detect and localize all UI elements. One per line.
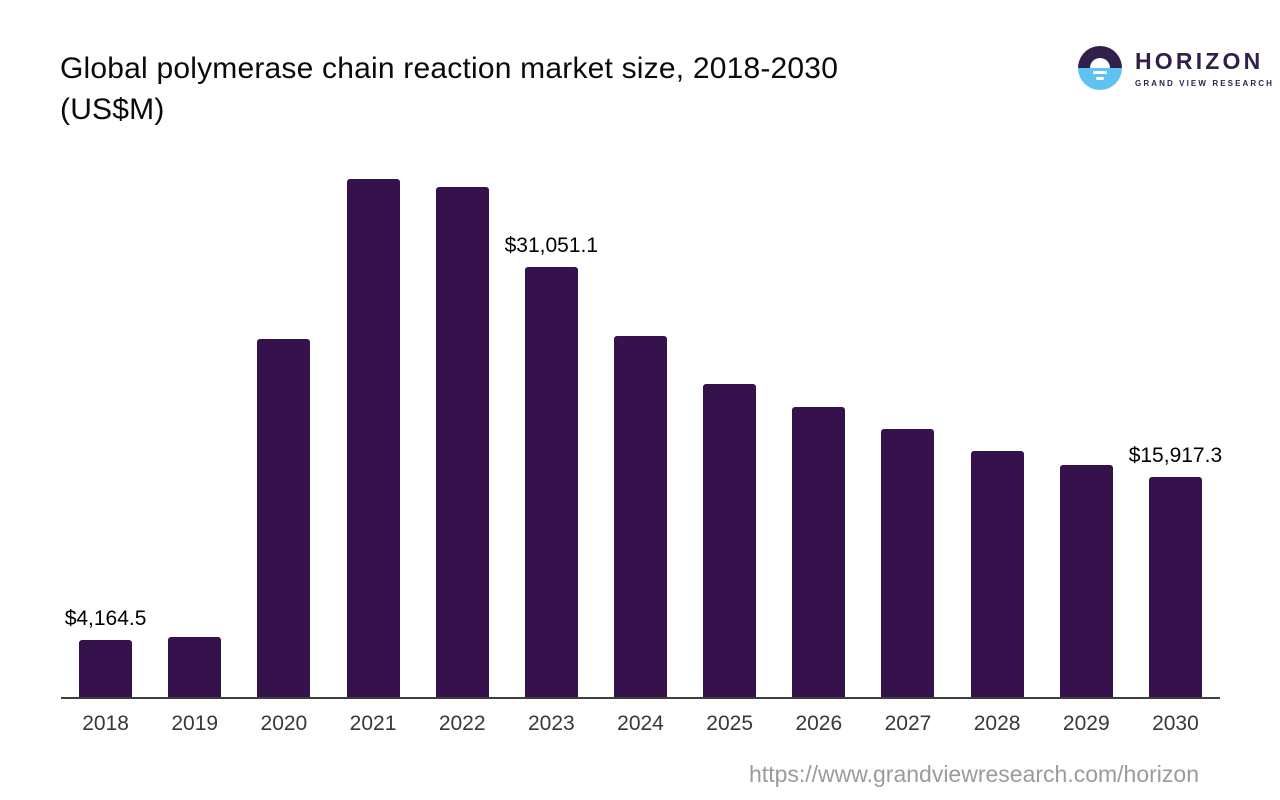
bar-2019 <box>168 637 222 698</box>
bar-2030 <box>1148 477 1202 698</box>
bar-value-label-2030: $15,917.3 <box>1128 444 1223 467</box>
logo-subtitle: GRAND VIEW RESEARCH <box>1135 79 1275 88</box>
logo-brand-name: HORIZON <box>1135 48 1264 74</box>
x-tick-2029: 2029 <box>1062 712 1110 735</box>
bar-2029 <box>1059 465 1113 698</box>
page-title-line1: Global polymerase chain reaction market … <box>60 52 839 85</box>
bar-2022 <box>435 187 489 698</box>
bar-2024 <box>614 336 667 698</box>
x-tick-2030: 2030 <box>1152 712 1199 735</box>
horizon-logo: HORIZON GRAND VIEW RESEARCH <box>1078 46 1274 90</box>
bar-2020 <box>257 339 311 698</box>
x-tick-2027: 2027 <box>884 712 932 735</box>
logo-sky-half <box>1078 46 1122 68</box>
x-tick-2024: 2024 <box>617 712 664 735</box>
x-tick-2021: 2021 <box>349 712 397 735</box>
sunrise-over-horizon-icon <box>1078 46 1122 90</box>
bar-2025 <box>703 384 757 698</box>
bar-value-label-2018: $4,164.5 <box>64 607 147 630</box>
logo-reflection-line-1 <box>1093 71 1107 74</box>
x-tick-2019: 2019 <box>171 712 219 735</box>
page-title: Global polymerase chain reaction market … <box>60 48 838 130</box>
page-title-line2: (US$M) <box>60 93 165 126</box>
x-tick-2020: 2020 <box>260 712 308 735</box>
logo-text: HORIZON GRAND VIEW RESEARCH <box>1135 48 1274 88</box>
logo-sun-dome <box>1090 58 1110 68</box>
bar-2018 <box>79 640 133 698</box>
x-tick-2022: 2022 <box>438 712 486 735</box>
x-axis-labels: 2018 2019 2020 2021 2022 2023 2024 2025 2026 2027… <box>61 712 1220 742</box>
x-tick-2028: 2028 <box>973 712 1021 735</box>
source-url-link[interactable]: https://www.grandviewresearch.com/horizo… <box>749 761 1199 787</box>
logo-reflection-line-2 <box>1096 77 1104 80</box>
plot-area: $4,164.5 $31,051.1 $15,917.3 <box>61 150 1223 698</box>
x-tick-2026: 2026 <box>795 712 843 735</box>
bar-2021 <box>346 179 400 698</box>
x-axis-line <box>61 697 1220 699</box>
x-tick-2023: 2023 <box>527 712 575 735</box>
x-tick-2018: 2018 <box>82 712 129 735</box>
bar-2028 <box>970 451 1024 698</box>
x-tick-2025: 2025 <box>706 712 753 735</box>
bar-2026 <box>792 407 846 698</box>
bar-2023 <box>524 267 578 698</box>
bar-value-label-2023: $31,051.1 <box>504 234 599 257</box>
bar-2027 <box>881 429 935 698</box>
